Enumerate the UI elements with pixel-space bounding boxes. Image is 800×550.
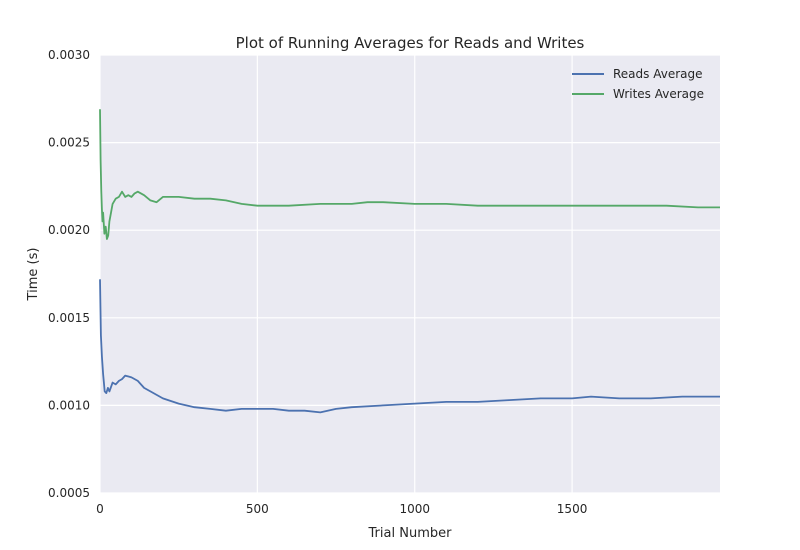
grid-lines <box>99 54 720 494</box>
y-tick-label: 0.0030 <box>48 48 90 62</box>
legend-label-reads: Reads Average <box>613 67 703 81</box>
x-tick-label: 0 <box>96 502 104 516</box>
y-tick-label: 0.0025 <box>48 136 90 150</box>
plot-background <box>100 55 720 493</box>
x-tick-label: 500 <box>246 502 269 516</box>
series-line-reads <box>99 279 720 414</box>
legend-label-writes: Writes Average <box>613 87 704 101</box>
legend: Reads Average Writes Average <box>572 67 704 101</box>
y-tick-label: 0.0010 <box>48 398 90 412</box>
y-tick-label: 0.0005 <box>48 486 90 500</box>
tick-labels: 0 500 1000 1500 0.0005 0.0010 0.0015 0.0020 0.00… <box>48 48 587 516</box>
series-line-writes <box>99 109 720 240</box>
y-tick-label: 0.0020 <box>48 223 90 237</box>
y-axis-label: Time (s) <box>26 248 41 302</box>
x-axis-label: Trial Number <box>368 526 453 541</box>
chart-title: Plot of Running Averages for Reads and W… <box>236 34 585 52</box>
x-tick-label: 1500 <box>557 502 588 516</box>
x-tick-label: 1000 <box>399 502 430 516</box>
series-lines <box>99 109 720 414</box>
y-tick-label: 0.0015 <box>48 311 90 325</box>
